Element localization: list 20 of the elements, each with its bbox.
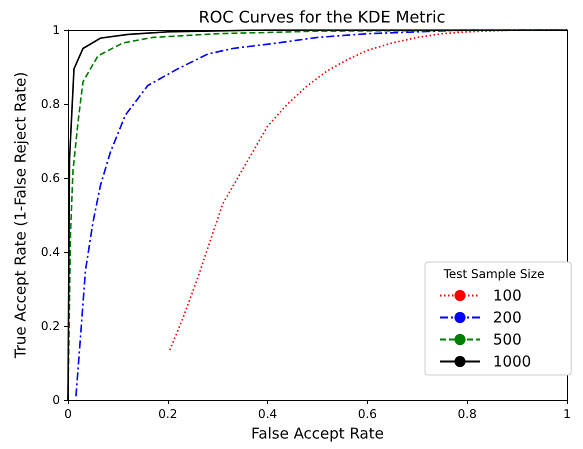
x-axis-title: False Accept Rate [251, 424, 384, 442]
y-tick-label: 0 [52, 393, 60, 407]
x-tick-label: 0.6 [358, 407, 377, 421]
legend-title: Test Sample Size [442, 267, 544, 281]
y-tick-label: 1 [52, 23, 60, 37]
chart-title: ROC Curves for the KDE Metric [198, 8, 446, 26]
x-tick-label: 0 [64, 407, 72, 421]
y-tick-label: 0.6 [40, 171, 60, 185]
x-tick-label: 0.4 [258, 407, 278, 421]
x-tick-label: 0.2 [158, 407, 178, 421]
y-tick-label: 0.8 [40, 97, 60, 111]
legend-label: 100 [493, 286, 522, 304]
x-tick-label: 1 [563, 407, 571, 421]
legend-label: 200 [493, 308, 522, 326]
legend-label: 1000 [493, 352, 532, 370]
y-tick-label: 0.2 [40, 319, 60, 333]
y-tick-label: 0.4 [40, 245, 60, 259]
legend-label: 500 [493, 330, 522, 348]
y-axis-title: True Accept Rate (1-False Reject Rate) [12, 72, 30, 360]
x-tick-label: 0.8 [458, 407, 477, 421]
